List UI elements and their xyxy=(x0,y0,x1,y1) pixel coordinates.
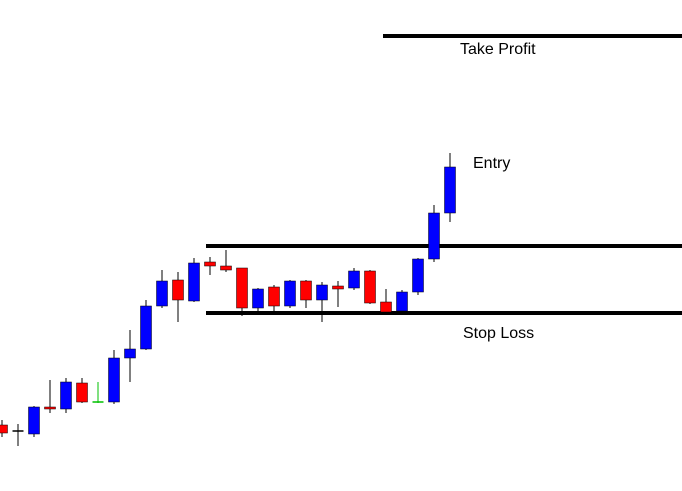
candle-body xyxy=(380,301,392,313)
candle-body xyxy=(412,258,424,293)
candle-body xyxy=(220,265,232,271)
candle-body xyxy=(364,270,376,304)
candle-body xyxy=(156,280,168,307)
candle-body xyxy=(300,280,312,301)
candle-body xyxy=(28,406,40,435)
candle-body xyxy=(44,406,56,410)
level-label: Stop Loss xyxy=(463,325,534,342)
candle-body xyxy=(268,286,280,307)
candle-body xyxy=(396,291,408,312)
candle-body xyxy=(428,212,440,260)
level-label: Take Profit xyxy=(460,41,536,58)
candle-body xyxy=(0,424,8,434)
candle-body xyxy=(348,270,360,289)
candle-body xyxy=(188,262,200,302)
annotation: Entry xyxy=(473,155,510,172)
candle-body xyxy=(252,288,264,309)
candle-body xyxy=(140,305,152,350)
candle-body xyxy=(172,279,184,301)
candle-body xyxy=(60,381,72,410)
candle-body xyxy=(444,166,456,214)
candle-body xyxy=(204,261,216,267)
candle-body xyxy=(284,280,296,307)
candle-body xyxy=(236,267,248,309)
candle-body xyxy=(316,284,328,301)
candle-body xyxy=(332,285,344,290)
candle-body xyxy=(124,348,136,359)
candle-body xyxy=(108,357,120,403)
candle-body xyxy=(76,382,88,403)
